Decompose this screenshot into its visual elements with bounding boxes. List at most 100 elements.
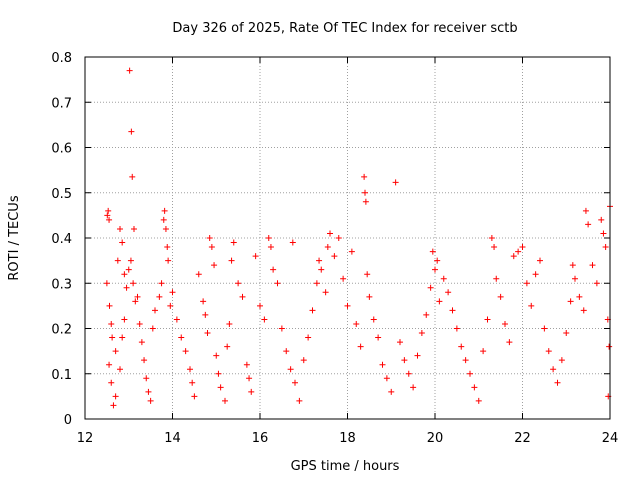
data-point: [270, 266, 277, 273]
data-point: [563, 330, 570, 337]
y-tick-label: 0.3: [51, 277, 72, 292]
data-point: [211, 262, 218, 269]
chart-title: Day 326 of 2025, Rate Of TEC Index for r…: [172, 21, 517, 36]
data-point: [287, 366, 294, 373]
data-point: [278, 325, 285, 332]
data-point: [532, 271, 539, 278]
data-point: [528, 302, 535, 309]
data-point: [145, 388, 152, 395]
data-point: [106, 216, 113, 223]
data-point: [178, 334, 185, 341]
data-point: [235, 280, 242, 287]
data-point: [388, 388, 395, 395]
data-point: [589, 262, 596, 269]
x-axis-label: GPS time / hours: [291, 459, 400, 474]
data-point: [467, 370, 473, 377]
data-point: [208, 244, 215, 251]
y-tick-label: 0.1: [51, 368, 72, 383]
data-point: [130, 280, 137, 287]
data-point: [331, 253, 338, 260]
data-point: [453, 325, 460, 332]
data-point: [129, 173, 136, 180]
data-point: [462, 357, 469, 364]
data-point: [160, 216, 167, 223]
data-point: [274, 280, 281, 287]
data-point: [119, 239, 126, 246]
data-point: [309, 307, 316, 314]
data-point: [169, 289, 176, 296]
data-point: [497, 293, 504, 300]
data-point: [598, 216, 605, 223]
data-point: [202, 311, 209, 318]
data-point: [585, 221, 592, 228]
data-point: [292, 379, 298, 386]
data-point: [316, 257, 323, 264]
x-tick-label: 24: [602, 431, 619, 446]
data-point: [106, 361, 113, 368]
data-point: [353, 320, 360, 327]
data-point: [427, 284, 434, 291]
data-point: [606, 343, 613, 350]
data-point: [569, 262, 576, 269]
data-point: [138, 339, 145, 346]
data-point: [108, 379, 115, 386]
data-point: [149, 325, 156, 332]
data-point: [537, 257, 543, 264]
data-point: [143, 375, 150, 382]
data-point: [366, 293, 373, 300]
x-tick-label: 20: [427, 431, 444, 446]
data-point: [418, 330, 425, 337]
data-point: [167, 302, 174, 309]
data-point: [545, 348, 552, 355]
data-point: [523, 280, 530, 287]
data-point: [335, 235, 342, 241]
y-axis-label: ROTI / TECUs: [7, 195, 22, 280]
data-point: [357, 343, 364, 350]
data-point: [147, 397, 154, 404]
data-point: [267, 244, 274, 251]
data-point: [327, 230, 333, 237]
data-point: [108, 320, 115, 327]
data-point: [475, 397, 482, 404]
x-tick-label: 12: [77, 431, 94, 446]
data-point: [105, 207, 112, 214]
y-tick-label: 0: [64, 413, 72, 428]
data-point: [200, 298, 207, 305]
data-point: [117, 366, 123, 373]
data-point: [125, 266, 132, 273]
data-point: [322, 289, 329, 296]
data-point: [222, 397, 228, 404]
data-point: [114, 257, 121, 264]
data-point: [344, 302, 351, 309]
data-point: [600, 230, 607, 237]
data-point: [165, 257, 172, 264]
data-point: [582, 207, 589, 214]
data-point: [405, 370, 412, 377]
data-point: [370, 316, 377, 323]
x-tick-label: 14: [164, 431, 181, 446]
data-point: [112, 348, 119, 355]
data-point: [576, 293, 583, 300]
data-point: [187, 366, 193, 373]
data-point: [173, 316, 180, 323]
data-point: [110, 402, 117, 409]
y-tick-label: 0.4: [51, 232, 72, 247]
data-point: [318, 266, 325, 273]
data-point: [554, 379, 561, 386]
data-point: [261, 316, 268, 323]
data-point: [397, 339, 403, 346]
data-point: [134, 293, 141, 300]
data-point: [410, 384, 417, 391]
data-point: [375, 334, 382, 341]
data-point: [471, 384, 478, 391]
data-point: [362, 189, 368, 196]
data-point: [449, 307, 456, 314]
data-point: [296, 397, 303, 404]
data-point: [361, 173, 368, 180]
data-point: [289, 239, 296, 246]
data-point: [239, 293, 246, 300]
y-tick-label: 0.7: [51, 96, 72, 111]
grid-lines: [85, 57, 610, 419]
data-point: [182, 348, 189, 355]
